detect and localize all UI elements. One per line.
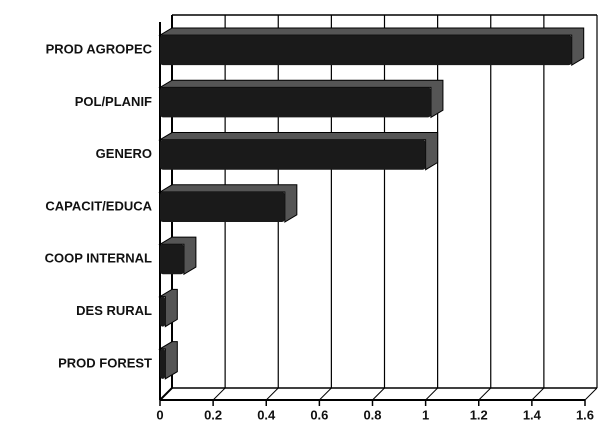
bar-depth [158,27,585,67]
bar [160,296,166,327]
bar-depth [158,288,178,328]
floor-line [531,387,545,401]
floor-line [372,387,385,401]
bar-depth [158,132,439,171]
x-tick-label: 0.8 [363,407,381,422]
y-tick-label: GENERO [96,146,152,161]
bar [160,35,572,66]
bar [160,348,166,379]
floor-line [159,387,173,401]
floor-line [319,387,332,401]
x-tick-label: 0.4 [257,407,276,422]
y-tick-label: PROD AGROPEC [46,42,153,57]
bar [160,244,184,275]
y-tick-label: PROD FOREST [58,355,152,370]
bar-depth [158,236,197,276]
floor-line [265,387,279,401]
floor-line [478,387,492,401]
floor-line [425,387,438,401]
bar [160,87,431,118]
bar-depth [158,341,178,380]
floor-line [584,387,598,401]
x-tick-label: 0.2 [204,407,222,422]
x-tick-label: 1.2 [470,407,488,422]
x-tick-label: 0 [156,407,163,422]
x-tick-label: 1 [422,407,429,422]
y-tick-label: COOP INTERNAL [45,251,152,266]
bar [160,139,426,170]
y-tick-label: DES RURAL [76,303,152,318]
x-tick-label: 1.4 [523,407,542,422]
x-tick-label: 0.6 [310,407,328,422]
bar-depth [158,184,298,223]
x-tick-label: 1.6 [576,407,594,422]
y-tick-label: CAPACIT/EDUCA [45,198,152,213]
bar [160,192,285,222]
bar-depth [158,79,444,119]
y-tick-label: POL/PLANIF [75,94,152,109]
floor-line [212,387,226,401]
